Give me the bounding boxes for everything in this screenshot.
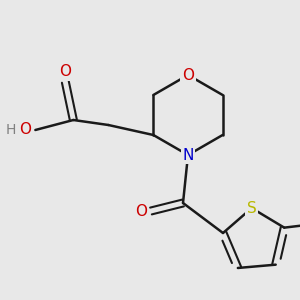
Text: O: O: [20, 122, 32, 137]
Text: S: S: [247, 201, 256, 216]
Text: O: O: [182, 68, 194, 82]
Text: H: H: [5, 123, 16, 137]
Text: N: N: [182, 148, 194, 163]
Text: O: O: [135, 203, 147, 218]
Text: O: O: [59, 64, 71, 80]
